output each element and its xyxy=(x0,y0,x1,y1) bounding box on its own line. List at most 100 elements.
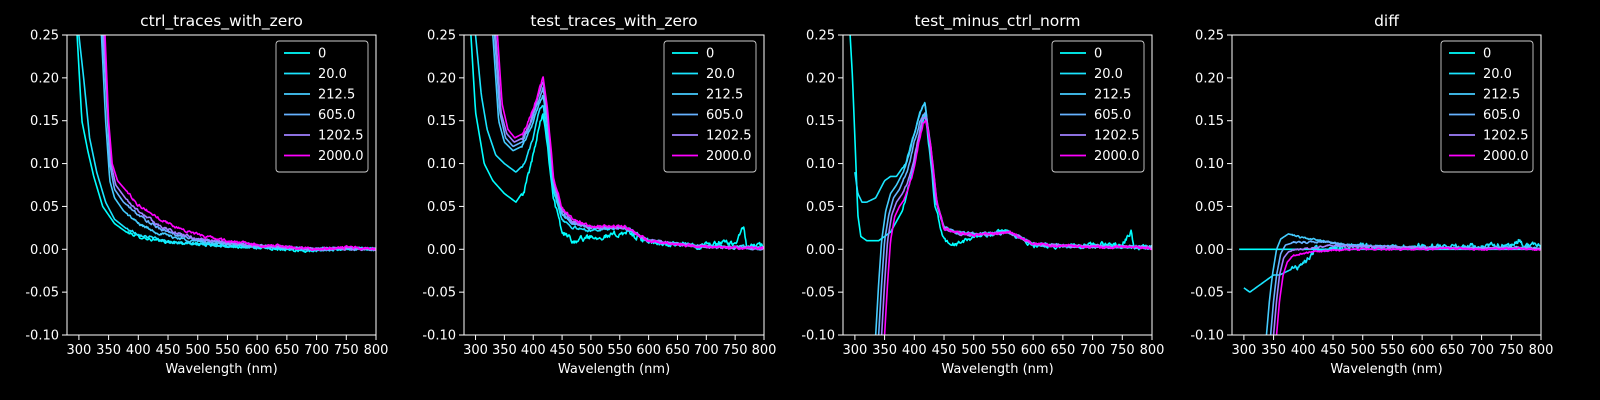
x-tick-label: 350 xyxy=(96,343,121,358)
x-tick-label: 500 xyxy=(579,343,604,358)
y-tick-label: -0.10 xyxy=(801,329,835,344)
x-tick-label: 600 xyxy=(1021,343,1046,358)
series-line-2000-0 xyxy=(883,119,1152,335)
x-tick-label: 800 xyxy=(364,343,389,358)
x-tick-label: 600 xyxy=(1410,343,1435,358)
series-line-1202-5 xyxy=(1272,244,1541,335)
axes-frame xyxy=(66,34,377,336)
y-tick-label: 0.25 xyxy=(806,29,835,44)
y-tick-label: 0.10 xyxy=(1195,157,1224,172)
x-tick-label: 750 xyxy=(334,343,359,358)
series-lines xyxy=(849,35,1152,335)
y-tick-label: 0.00 xyxy=(427,243,456,258)
x-axis-label: Wavelength (nm) xyxy=(941,362,1053,377)
legend: 0 20.0 212.5 605.0 1202.5 2000.0 xyxy=(275,40,369,173)
legend-entry: 2000.0 xyxy=(318,149,364,164)
y-tick-label: 0.05 xyxy=(30,200,59,215)
y-tick-label: -0.05 xyxy=(801,286,835,301)
x-tick-label: 750 xyxy=(723,343,748,358)
x-tick-label: 450 xyxy=(550,343,575,358)
series-lines xyxy=(470,35,764,251)
legend-entry: 605.0 xyxy=(706,108,743,123)
legend: 0 20.0 212.5 605.0 1202.5 2000.0 xyxy=(663,40,757,173)
y-tick-label: 0.10 xyxy=(427,157,456,172)
x-tick-label: 800 xyxy=(1140,343,1165,358)
x-tick-label: 650 xyxy=(274,343,299,358)
y-tick-label: 0.20 xyxy=(806,71,835,86)
legend-entry: 212.5 xyxy=(706,88,743,103)
x-tick-label: 650 xyxy=(665,343,690,358)
series-line-0 xyxy=(849,35,1152,251)
subplot-1: 300 350 400 450 500 550 600 650 700 750 800 -0.10 -0… xyxy=(25,12,388,377)
x-tick-label: 400 xyxy=(1291,343,1316,358)
x-tick-label: 650 xyxy=(1439,343,1464,358)
y-tick-label: 0.05 xyxy=(1195,200,1224,215)
series-line-2000-0 xyxy=(1275,246,1541,335)
series-line-20-0 xyxy=(1243,238,1541,293)
legend-entry: 2000.0 xyxy=(706,149,752,164)
series-line-0 xyxy=(470,35,764,251)
chart-title: test_traces_with_zero xyxy=(530,12,697,31)
legend-entry: 605.0 xyxy=(318,108,355,123)
x-tick-label: 700 xyxy=(694,343,719,358)
y-tick-label: 0.15 xyxy=(30,114,59,129)
legend-entry: 2000.0 xyxy=(1483,149,1529,164)
chart-title: test_minus_ctrl_norm xyxy=(915,12,1081,31)
y-tick-label: 0.10 xyxy=(30,157,59,172)
x-tick-label: 500 xyxy=(1350,343,1375,358)
x-tick-label: 300 xyxy=(463,343,488,358)
series-lines xyxy=(76,35,376,253)
series-line-2000-0 xyxy=(496,35,764,251)
legend-entry: 20.0 xyxy=(318,67,347,82)
x-tick-label: 350 xyxy=(1261,343,1286,358)
y-tick-label: 0.05 xyxy=(427,200,456,215)
x-tick-label: 300 xyxy=(842,343,867,358)
x-tick-label: 550 xyxy=(1380,343,1405,358)
x-tick-label: 350 xyxy=(872,343,897,358)
x-axis-label: Wavelength (nm) xyxy=(165,362,277,377)
x-tick-label: 400 xyxy=(902,343,927,358)
x-tick-label: 600 xyxy=(636,343,661,358)
legend-entry: 1202.5 xyxy=(318,129,364,144)
y-tick-label: 0.20 xyxy=(1195,71,1224,86)
legend-entry: 1202.5 xyxy=(706,129,752,144)
y-tick-label: 0.00 xyxy=(806,243,835,258)
y-tick-label: -0.05 xyxy=(1190,286,1224,301)
x-axis-label: Wavelength (nm) xyxy=(558,362,670,377)
legend: 0 20.0 212.5 605.0 1202.5 2000.0 xyxy=(1051,40,1145,173)
series-line-2000-0 xyxy=(104,35,376,252)
x-tick-label: 800 xyxy=(752,343,777,358)
y-tick-label: 0.25 xyxy=(427,29,456,44)
chart-title: diff xyxy=(1374,12,1399,30)
x-tick-label: 500 xyxy=(185,343,210,358)
legend-entry: 0 xyxy=(318,47,326,62)
legend: 0 20.0 212.5 605.0 1202.5 2000.0 xyxy=(1440,40,1534,173)
x-tick-label: 300 xyxy=(66,343,91,358)
x-tick-label: 700 xyxy=(1469,343,1494,358)
y-tick-label: 0.15 xyxy=(427,114,456,129)
axes-frame xyxy=(1231,34,1542,336)
subplot-3: 300 350 400 450 500 550 600 650 700 750 800 -0.10 -0… xyxy=(801,12,1164,377)
legend-entry: 0 xyxy=(1483,47,1491,62)
legend-entry: 1202.5 xyxy=(1483,129,1529,144)
y-tick-label: 0.25 xyxy=(1195,29,1224,44)
subplot-2: 300 350 400 450 500 550 600 650 700 750 800 -0.10 -0… xyxy=(422,12,776,377)
y-tick-label: 0.00 xyxy=(1195,243,1224,258)
series-lines xyxy=(1239,233,1541,335)
legend-entry: 0 xyxy=(706,47,714,62)
legend-entry: 212.5 xyxy=(318,88,355,103)
x-tick-label: 650 xyxy=(1050,343,1075,358)
axes-frame xyxy=(463,34,765,336)
y-tick-label: -0.10 xyxy=(1190,329,1224,344)
y-tick-label: -0.10 xyxy=(25,329,59,344)
y-tick-label: 0.20 xyxy=(427,71,456,86)
legend-entry: 0 xyxy=(1094,47,1102,62)
y-tick-label: 0.20 xyxy=(30,71,59,86)
y-tick-label: -0.05 xyxy=(25,286,59,301)
x-tick-label: 450 xyxy=(156,343,181,358)
legend-entry: 212.5 xyxy=(1483,88,1520,103)
axes-frame xyxy=(842,34,1153,336)
y-tick-label: 0.00 xyxy=(30,243,59,258)
